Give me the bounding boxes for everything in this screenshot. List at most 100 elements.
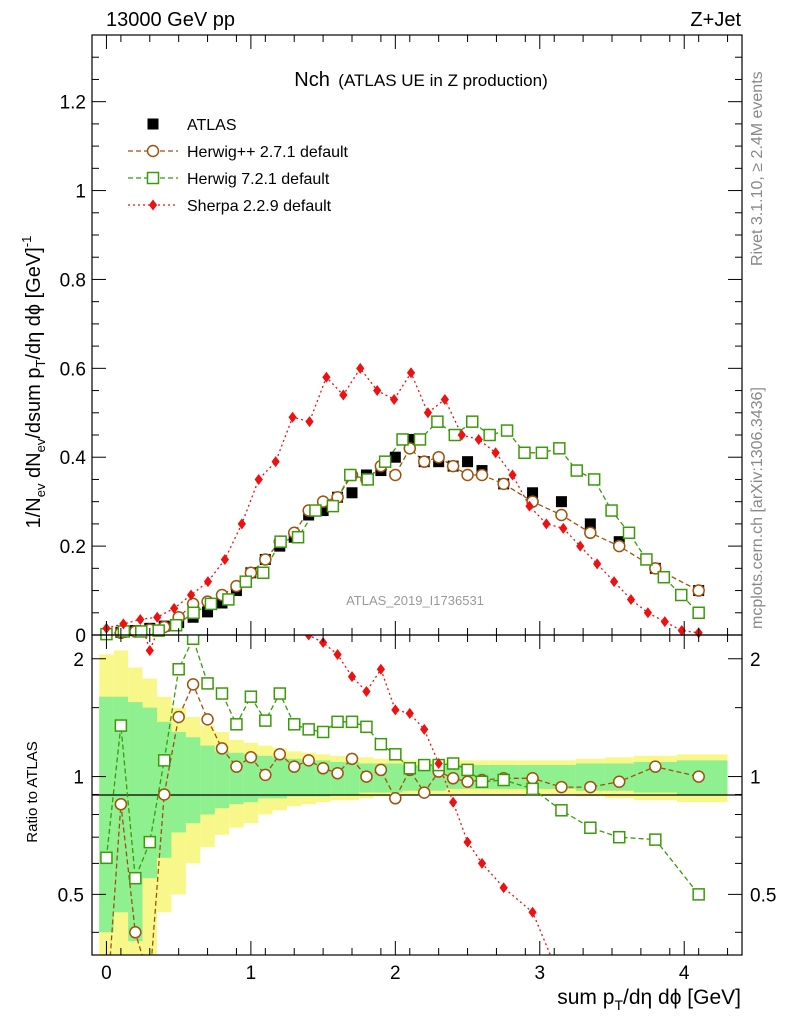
main-point-sherpa — [356, 362, 365, 374]
main-point-sherpa — [559, 522, 568, 534]
main-point-sherpa — [119, 618, 128, 630]
band-inner — [417, 765, 432, 791]
ratio-ytick-label-right: 1 — [750, 768, 761, 789]
main-point-sherpa — [186, 589, 196, 601]
main-point-sherpa — [339, 389, 348, 401]
ratio-point-herwigpp — [526, 772, 539, 785]
ratio-point-herwigpp — [612, 775, 626, 788]
main-point-herwig7 — [222, 593, 235, 606]
main-point-sherpa — [491, 447, 500, 459]
main-ytick-label: 0.6 — [60, 359, 86, 380]
ratio-frame — [91, 634, 743, 956]
ratio-point-herwig7 — [374, 737, 388, 751]
ratio-point-herwig7 — [143, 835, 157, 849]
band-inner — [185, 737, 201, 824]
main-point-atlas — [389, 451, 401, 463]
ratio-point-herwigpp — [649, 760, 662, 773]
main-point-herwig7 — [605, 504, 618, 517]
ratio-point-herwigpp — [230, 760, 243, 773]
band-inner — [200, 745, 215, 815]
ratio-point-herwigpp — [186, 678, 200, 691]
main-point-sherpa — [322, 371, 331, 383]
main-point-herwigpp — [475, 468, 489, 482]
ratio-point-herwig7 — [497, 773, 510, 787]
main-title-sub: (ATLAS UE in Z production) — [338, 71, 547, 90]
band-inner — [243, 754, 259, 803]
main-point-sherpa — [609, 576, 619, 588]
band-inner — [388, 763, 403, 793]
ratio-point-herwig7 — [186, 635, 200, 645]
ratio-point-herwig7 — [584, 821, 597, 834]
ratio-point-sherpa — [405, 707, 414, 719]
ratio-point-herwig7 — [273, 687, 287, 700]
main-point-sherpa — [254, 473, 263, 485]
ratio-point-herwig7 — [360, 720, 373, 734]
ratio-point-herwigpp — [461, 775, 474, 788]
ratio-line-herwigpp — [109, 682, 699, 955]
ratio-point-herwigpp — [273, 748, 287, 761]
band-inner — [214, 751, 230, 809]
main-point-herwig7 — [135, 625, 148, 638]
main-point-herwig7 — [413, 433, 427, 446]
main-point-atlas — [584, 518, 596, 530]
ratio-point-herwigpp — [172, 710, 185, 724]
main-point-herwigpp — [692, 584, 705, 597]
mcplots-label: mcplots.cern.ch [arXiv:1306.3436] — [749, 387, 766, 629]
main-point-herwig7 — [152, 624, 165, 637]
main-line-herwigpp — [106, 447, 699, 635]
ratio-point-sherpa — [499, 882, 508, 894]
ratio-point-herwigpp — [374, 763, 388, 777]
ratio-point-herwig7 — [172, 663, 185, 676]
legend: ATLAS Herwig++ 2.7.1 default Herwig 7.2.1 … — [128, 117, 349, 215]
main-point-sherpa — [203, 576, 213, 588]
main-point-atlas — [317, 505, 329, 517]
ratio-line-herwig7 — [105, 636, 700, 895]
band-inner — [344, 761, 360, 795]
main-point-sherpa — [440, 393, 449, 405]
ratio-point-herwig7 — [555, 804, 568, 817]
main-point-atlas — [404, 433, 416, 445]
ratio-y-label: Ratio to ATLAS — [24, 741, 41, 842]
ratio-point-sherpa — [434, 757, 443, 769]
legend-label-herwigpp: Herwig++ 2.7.1 default — [187, 144, 349, 161]
band-inner — [142, 707, 157, 879]
legend-marker-atlas — [147, 118, 159, 130]
ratio-point-herwig7 — [389, 748, 402, 761]
main-point-herwig7 — [291, 530, 305, 544]
main-point-herwig7 — [344, 468, 357, 482]
ratio-series-lines — [105, 635, 700, 955]
legend-label-sherpa: Sherpa 2.2.9 default — [187, 198, 332, 215]
ratio-point-herwig7 — [649, 833, 662, 846]
ratio-point-herwig7 — [215, 687, 229, 700]
ratio-point-herwigpp — [201, 713, 214, 726]
main-ytick-label: 0 — [75, 626, 86, 647]
main-point-herwigpp — [461, 468, 474, 482]
main-point-herwig7 — [692, 606, 705, 620]
band-inner — [272, 757, 287, 799]
ratio-point-herwigpp — [244, 751, 258, 764]
ratio-point-sherpa — [448, 796, 458, 808]
ratio-point-herwig7 — [475, 775, 489, 788]
analysis-id: ATLAS_2019_I1736531 — [346, 593, 484, 608]
main-point-herwig7 — [169, 618, 183, 632]
main-point-herwigpp — [497, 477, 510, 491]
ratio-point-herwigpp — [129, 926, 142, 939]
main-point-herwig7 — [465, 415, 479, 428]
ratio-point-herwig7 — [230, 718, 243, 731]
ratio-point-sherpa — [391, 704, 400, 716]
main-point-sherpa — [423, 407, 433, 419]
ratio-point-sherpa — [318, 637, 328, 649]
ratio-point-herwigpp — [446, 772, 460, 785]
ratio-ytick-label: 0.5 — [58, 885, 84, 906]
main-title: Nch (ATLAS UE in Z production) — [294, 69, 547, 91]
header-process: Z+Jet — [690, 9, 741, 31]
legend-marker-sherpa — [148, 199, 158, 211]
main-ytick-label: 0.4 — [60, 448, 87, 469]
xtick-label: 2 — [390, 963, 401, 984]
header-energy: 13000 GeV pp — [106, 9, 235, 31]
main-point-sherpa — [660, 616, 669, 628]
main-point-herwig7 — [274, 535, 287, 548]
xtick-label: 1 — [246, 963, 257, 984]
ratio-point-herwig7 — [526, 782, 539, 796]
band-inner — [547, 765, 576, 789]
